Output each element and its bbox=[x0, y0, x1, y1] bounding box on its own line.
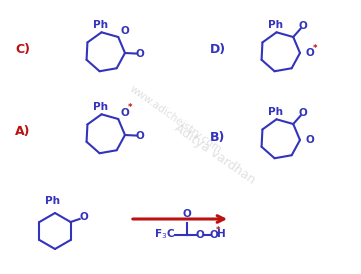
Text: O: O bbox=[121, 25, 130, 36]
Text: Ph: Ph bbox=[268, 20, 283, 30]
Text: O: O bbox=[79, 212, 88, 222]
Text: Ph: Ph bbox=[268, 107, 283, 118]
Text: O: O bbox=[210, 230, 218, 240]
Text: *: * bbox=[128, 103, 132, 112]
Text: O: O bbox=[121, 107, 130, 118]
Text: C): C) bbox=[15, 42, 30, 56]
Text: Ph: Ph bbox=[93, 20, 108, 30]
Text: O: O bbox=[306, 48, 314, 58]
Text: *: * bbox=[313, 44, 317, 53]
Text: O: O bbox=[183, 209, 191, 219]
Text: O: O bbox=[299, 21, 308, 31]
Text: O: O bbox=[196, 230, 204, 240]
Text: O: O bbox=[299, 108, 308, 118]
Text: D): D) bbox=[210, 42, 226, 56]
Text: O: O bbox=[306, 135, 314, 145]
Text: Aditya vardhan: Aditya vardhan bbox=[172, 121, 258, 187]
Text: *: * bbox=[216, 226, 220, 235]
Text: B): B) bbox=[210, 132, 225, 144]
Text: F$_3$C: F$_3$C bbox=[154, 227, 175, 241]
Text: Ph: Ph bbox=[45, 196, 61, 206]
Text: Ph: Ph bbox=[93, 102, 108, 112]
Text: O: O bbox=[136, 49, 144, 59]
Text: A): A) bbox=[15, 124, 30, 138]
Text: www.adicheistry.com: www.adicheistry.com bbox=[127, 83, 223, 155]
Text: H: H bbox=[217, 229, 225, 239]
Text: O: O bbox=[136, 131, 144, 141]
